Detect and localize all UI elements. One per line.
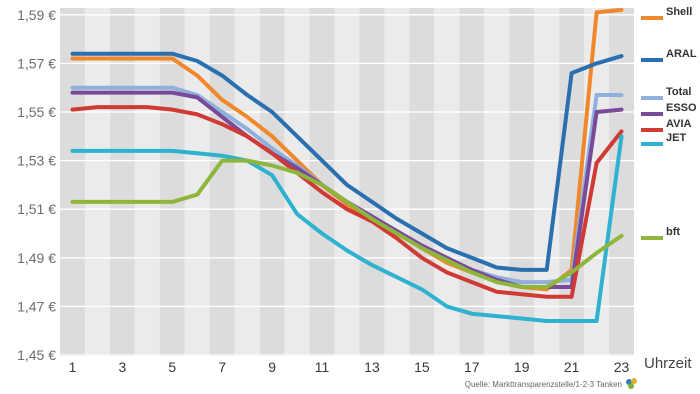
x-tick-label: 21 [564,359,580,375]
series-line-bft [70,158,624,289]
x-tick-label: 19 [514,359,530,375]
y-tick-label: 1,47 € [17,298,56,314]
band-19 [509,8,535,356]
band-12 [334,8,360,356]
y-axis-ticks: 1,45 € 1,47 € 1,49 € 1,51 € 1,53 € 1,55 € 1,57… [17,7,56,363]
legend-label-shell: Shell [666,6,692,18]
band-15 [409,8,435,356]
y-tick-label: 1,45 € [17,347,56,363]
source-note: Quelle: Markttransparenzstelle/1-2-3 Tan… [465,380,622,389]
band-3 [109,8,135,356]
series-lines [70,7,624,323]
legend: Shell ARAL Total ESSO AVIA JET bft [641,6,697,240]
y-tick-label: 1,53 € [17,153,56,169]
y-tick-label: 1,51 € [17,201,56,217]
band-9 [259,8,285,356]
x-tick-label: 9 [268,359,276,375]
y-tick-label: 1,57 € [17,55,56,71]
series-line-avia [70,105,624,299]
x-axis-ticks: 1 3 5 7 9 11 13 15 17 19 21 23 [69,359,630,375]
x-tick-label: 17 [464,359,480,375]
series-line-aral [70,51,624,272]
background-bands [60,8,634,356]
band-4 [134,8,160,356]
x-tick-label: 5 [168,359,176,375]
band-8 [234,8,260,356]
x-tick-label: 13 [364,359,380,375]
series-line-jet [70,134,624,323]
x-tick-label: 23 [614,359,630,375]
logo-icon [626,378,637,389]
x-tick-label: 1 [69,359,77,375]
legend-label-jet: JET [666,132,686,144]
band-7 [209,8,235,356]
x-tick-label: 3 [118,359,126,375]
legend-label-esso: ESSO [666,102,697,114]
y-tick-label: 1,55 € [17,104,56,120]
band-17 [459,8,485,356]
band-20 [534,8,560,356]
x-axis-label: Uhrzeit [644,355,692,372]
band-10 [284,8,310,356]
band-23 [609,8,634,356]
y-tick-label: 1,49 € [17,250,56,266]
legend-label-total: Total [666,86,691,98]
band-18 [484,8,510,356]
y-tick-label: 1,59 € [17,7,56,23]
x-tick-label: 7 [218,359,226,375]
band-1 [60,8,85,356]
x-tick-label: 15 [414,359,430,375]
band-16 [434,8,460,356]
legend-label-avia: AVIA [666,118,692,130]
legend-label-bft: bft [666,226,680,238]
band-14 [384,8,410,356]
x-tick-label: 11 [315,359,330,375]
legend-label-aral: ARAL [666,48,697,60]
band-2 [84,8,110,356]
band-13 [359,8,385,356]
